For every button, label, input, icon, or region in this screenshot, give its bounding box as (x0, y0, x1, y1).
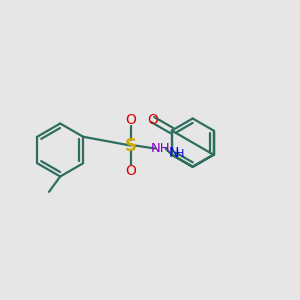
Text: N: N (169, 146, 179, 160)
Text: O: O (125, 164, 136, 178)
Text: S: S (125, 136, 137, 154)
Text: H: H (176, 149, 184, 159)
Text: O: O (147, 112, 158, 127)
Text: NH: NH (151, 142, 170, 155)
Text: O: O (125, 113, 136, 127)
